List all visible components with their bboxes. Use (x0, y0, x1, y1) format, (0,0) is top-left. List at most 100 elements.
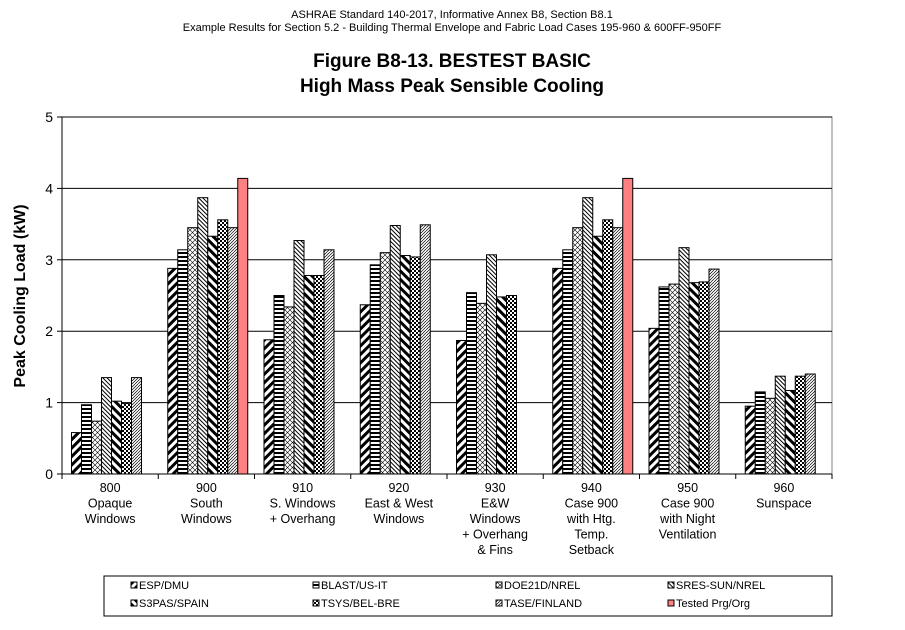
x-tick-label: Temp. (574, 528, 608, 542)
bar-sres-sun-nrel (486, 254, 497, 475)
x-tick-label: Windows (85, 512, 136, 526)
bar-tsys-bel-bre (217, 219, 229, 475)
x-tick-label: + Overhang (462, 528, 528, 542)
x-tick-label: Windows (374, 512, 425, 526)
bar-esp-dmu (744, 405, 756, 475)
legend-swatch (495, 581, 503, 589)
x-tick-label: 900 (196, 481, 217, 495)
legend-swatch (130, 581, 138, 589)
bar-sres-sun-nrel (774, 375, 786, 475)
bar-s3pas-spain (784, 389, 796, 475)
bar-esp-dmu (359, 304, 371, 475)
bar-s3pas-spain (496, 296, 507, 475)
x-tick-label: Case 900 (661, 497, 715, 511)
legend-swatch (312, 599, 320, 607)
bar-esp-dmu (648, 327, 660, 475)
bar-doe21d-nrel (476, 302, 487, 475)
chart-title-line1: Figure B8-13. BESTEST BASIC (313, 51, 591, 72)
bar-doe21d-nrel (572, 227, 584, 475)
bar-blast-us-it (369, 264, 381, 475)
bar-tase-finland (612, 227, 624, 475)
bar-tase-finland (804, 373, 816, 475)
x-tick-label: Setback (569, 543, 615, 557)
legend-swatch (312, 581, 320, 589)
bar-esp-dmu (456, 339, 467, 475)
x-tick-label: Windows (470, 512, 521, 526)
bar-doe21d-nrel (764, 397, 776, 475)
legend-swatch (667, 599, 675, 607)
y-tick-label: 1 (45, 395, 53, 411)
bar-tsys-bel-bre (313, 275, 325, 475)
bar-sres-sun-nrel (101, 377, 112, 475)
bar-doe21d-nrel (379, 252, 391, 475)
bar-tsys-bel-bre (698, 281, 710, 475)
x-tick-label: 960 (773, 481, 794, 495)
x-tick-label: Opaque (88, 497, 133, 511)
x-tick-label: 920 (388, 481, 409, 495)
bar-s3pas-spain (592, 235, 604, 475)
x-tick-label: South (190, 497, 223, 511)
x-tick-label: Sunspace (756, 497, 812, 511)
chart-title-line2: High Mass Peak Sensible Cooling (300, 76, 604, 97)
legend-swatch (130, 599, 138, 607)
bar-blast-us-it (177, 249, 189, 475)
bar-doe21d-nrel (283, 306, 295, 475)
bar-s3pas-spain (303, 275, 315, 475)
legend-box (103, 575, 833, 617)
bar-tsys-bel-bre (409, 256, 421, 475)
bar-s3pas-spain (688, 282, 700, 475)
bar-tsys-bel-bre (602, 219, 614, 475)
legend-swatch (667, 581, 675, 589)
bar-sres-sun-nrel (293, 240, 305, 475)
bar-tase-finland (227, 227, 239, 475)
x-tick-label: Ventilation (659, 528, 717, 542)
y-tick-label: 2 (45, 323, 53, 339)
legend-label: S3PAS/SPAIN (139, 598, 209, 610)
x-tick-label: 940 (581, 481, 602, 495)
bar-tested-prg-org (622, 177, 634, 475)
bar-s3pas-spain (399, 255, 411, 475)
x-tick-label: 950 (677, 481, 698, 495)
legend-label: Tested Prg/Org (676, 598, 750, 610)
x-tick-label: 930 (485, 481, 506, 495)
y-tick-label: 3 (45, 252, 53, 268)
legend-label: ESP/DMU (139, 580, 189, 592)
bar-esp-dmu (167, 267, 179, 475)
bar-blast-us-it (81, 404, 92, 475)
x-tick-label: & Fins (477, 543, 512, 557)
bar-esp-dmu (71, 432, 82, 475)
bar-tsys-bel-bre (794, 375, 806, 475)
chart-header-line2: Example Results for Section 5.2 - Buildi… (183, 22, 722, 34)
bar-sres-sun-nrel (678, 247, 690, 475)
x-tick-label: 910 (292, 481, 313, 495)
x-tick-label: S. Windows (270, 497, 336, 511)
bar-doe21d-nrel (668, 283, 680, 475)
y-axis-label: Peak Cooling Load (kW) (12, 204, 29, 387)
bar-sres-sun-nrel (582, 197, 594, 475)
bar-blast-us-it (273, 295, 285, 475)
bar-tested-prg-org (237, 177, 249, 475)
bar-doe21d-nrel (187, 227, 199, 475)
bar-esp-dmu (263, 339, 275, 475)
bar-tsys-bel-bre (121, 402, 132, 475)
legend-label: TASE/FINLAND (504, 598, 582, 610)
bar-blast-us-it (658, 286, 670, 475)
x-tick-label: E&W (481, 497, 510, 511)
x-tick-label: Windows (181, 512, 232, 526)
bar-sres-sun-nrel (389, 225, 401, 475)
legend-label: DOE21D/NREL (504, 580, 580, 592)
x-tick-label: East & West (365, 497, 434, 511)
y-tick-label: 4 (45, 180, 53, 196)
x-tick-label: with Night (659, 512, 715, 526)
chart-header-line1: ASHRAE Standard 140-2017, Informative An… (291, 9, 613, 21)
bar-sres-sun-nrel (197, 197, 209, 475)
x-tick-label: + Overhang (270, 512, 336, 526)
bar-tase-finland (323, 249, 335, 475)
legend-label: SRES-SUN/NREL (676, 580, 765, 592)
x-tick-label: with Htg. (566, 512, 616, 526)
bar-tsys-bel-bre (506, 295, 517, 475)
y-tick-label: 0 (45, 466, 53, 482)
bar-blast-us-it (466, 292, 477, 475)
